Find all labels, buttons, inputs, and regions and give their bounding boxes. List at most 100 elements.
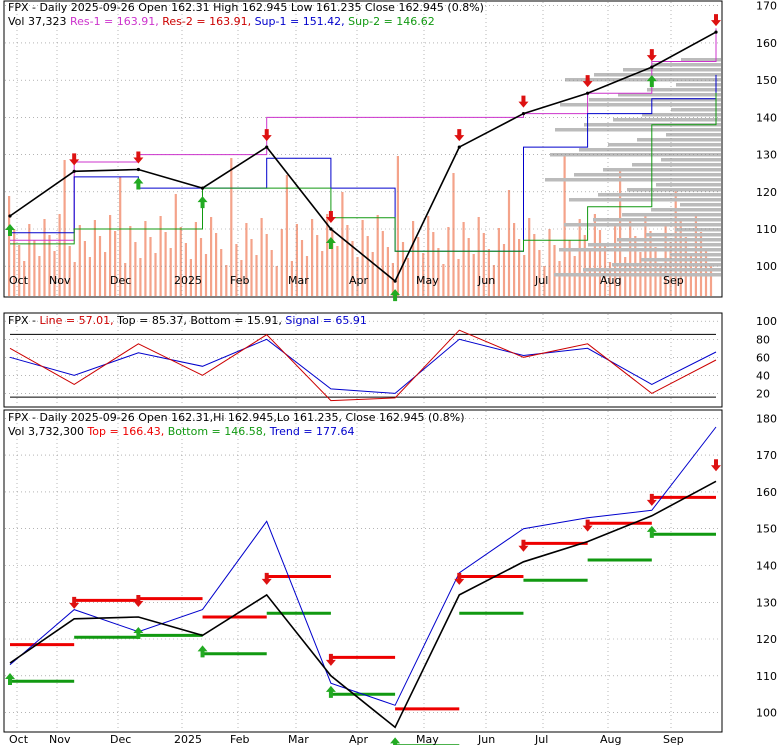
volume-bar-51 bbox=[265, 234, 268, 296]
volume-profile-bar-10 bbox=[671, 108, 721, 112]
price-header-line2: Vol 37,323 Res-1 = 163.91, Res-2 = 163.9… bbox=[8, 15, 435, 28]
volume-profile-bar-8 bbox=[589, 98, 721, 102]
trend-header-line1: FPX - Daily 2025-09-26 Open 162.31,Hi 16… bbox=[8, 411, 465, 424]
volume-profile-bar-36 bbox=[617, 238, 721, 242]
volume-bar-12 bbox=[68, 246, 71, 296]
volume-bar-86 bbox=[442, 264, 445, 296]
trend-y-tick-5: 130 bbox=[756, 596, 777, 609]
volume-profile-bar-23 bbox=[574, 173, 721, 177]
trend-y-tick-4: 140 bbox=[756, 560, 777, 573]
oscillator-line bbox=[9, 329, 717, 402]
trend-buy-arrow-1 bbox=[133, 626, 144, 639]
volume-bar-6 bbox=[38, 256, 41, 296]
volume-bar-105 bbox=[538, 250, 541, 296]
volume-bar-98 bbox=[502, 244, 506, 296]
oscillator-panel: 100 80 60 40 20 FPX - Line = 57.01, Top = 85… bbox=[3, 312, 777, 408]
trend-sell-arrow-0 bbox=[69, 596, 80, 609]
volume-profile-bar-4 bbox=[565, 78, 721, 82]
volume-profile-bar-19 bbox=[550, 153, 721, 157]
volume-bar-70 bbox=[361, 220, 364, 296]
trend-y-tick-0: 180 bbox=[756, 412, 777, 425]
volume-profile-bar-38 bbox=[559, 248, 721, 252]
volume-profile-bar-20 bbox=[661, 158, 721, 162]
volume-profile-bar-27 bbox=[598, 193, 721, 197]
volume-bar-75 bbox=[386, 247, 389, 296]
price-point-2 bbox=[136, 167, 140, 172]
volume-bar-68 bbox=[351, 241, 354, 296]
buy-arrow-4 bbox=[390, 289, 401, 302]
volume-profile-bar-33 bbox=[564, 223, 721, 227]
sell-arrow-3 bbox=[325, 211, 336, 224]
trend-sell-arrow-6 bbox=[582, 519, 593, 532]
volume-bar-21 bbox=[114, 231, 117, 296]
price-y-tick-6: 110 bbox=[756, 223, 777, 236]
buy-arrow-0 bbox=[5, 223, 15, 236]
oscillator-header-part-2: Top = 85.37, Bottom = 15.91, bbox=[114, 314, 282, 327]
volume-profile-bar-35 bbox=[646, 233, 721, 237]
trend-buy-arrow-3 bbox=[325, 685, 336, 698]
oscillator-header: FPX - Line = 57.01, Top = 85.37, Bottom … bbox=[8, 314, 367, 327]
price-y-tick-0: 170 bbox=[756, 0, 777, 13]
price-header-line2-part-3: Sup-1 = 151.42, bbox=[251, 15, 345, 28]
trend-x-label-0: Oct bbox=[9, 733, 29, 745]
volume-bar-26 bbox=[139, 258, 142, 296]
volume-bar-39 bbox=[204, 254, 208, 296]
volume-bar-5 bbox=[33, 240, 36, 296]
trend-y-tick-6: 120 bbox=[756, 633, 777, 646]
volume-profile-bar-15 bbox=[666, 133, 721, 137]
volume-bar-23 bbox=[124, 263, 127, 296]
volume-bar-16 bbox=[88, 257, 91, 296]
volume-bar-14 bbox=[78, 225, 81, 296]
oscillator-lines bbox=[9, 329, 717, 402]
volume-bar-31 bbox=[164, 232, 167, 296]
volume-bar-84 bbox=[432, 232, 435, 296]
price-x-label-0: Oct bbox=[9, 274, 29, 287]
volume-bar-2 bbox=[18, 245, 21, 296]
trend-y-tick-2: 160 bbox=[756, 486, 777, 499]
sell-arrow-4 bbox=[454, 129, 465, 142]
price-signal-arrows bbox=[5, 14, 721, 302]
volume-bar-109 bbox=[558, 261, 561, 296]
price-header-line2-part-4: Sup-2 = 146.62 bbox=[345, 15, 435, 28]
trend-line bbox=[9, 426, 717, 706]
volume-bar-40 bbox=[210, 217, 213, 296]
price-x-label-11: Sep bbox=[663, 274, 684, 287]
trend-header-line2-part-0: Vol 3,732,300 bbox=[8, 425, 84, 438]
volume-bar-50 bbox=[260, 218, 263, 296]
volume-bar-107 bbox=[548, 229, 551, 296]
sell-arrow-2 bbox=[261, 129, 272, 142]
trend-x-label-7: May bbox=[416, 733, 439, 745]
volume-profile-bar-31 bbox=[622, 213, 721, 217]
price-header-line2-part-2: Res-2 = 163.91, bbox=[159, 15, 251, 28]
volume-profile-bar-17 bbox=[608, 143, 721, 147]
volume-profile-bar-42 bbox=[583, 268, 721, 272]
price-header-line2-part-1: Res-1 = 163.91, bbox=[66, 15, 158, 28]
price-y-ticks: 170 160 150 140 130 120 110 100 bbox=[756, 0, 777, 273]
volume-bar-64 bbox=[331, 230, 334, 296]
price-point-7 bbox=[457, 145, 461, 149]
oscillator-y-tick-0: 100 bbox=[756, 315, 777, 328]
volume-bar-69 bbox=[356, 257, 359, 296]
oscillator-header-part-1: Line = 57.01, bbox=[39, 314, 113, 327]
trend-sell-arrow-8 bbox=[711, 459, 721, 472]
volume-bar-138 bbox=[704, 248, 708, 296]
trend-x-label-4: Feb bbox=[230, 733, 249, 745]
volume-profile-bar-43 bbox=[554, 273, 721, 277]
trend-header-line2-part-1: Top = 166.43, bbox=[84, 425, 164, 438]
price-x-label-4: Feb bbox=[230, 274, 249, 287]
volume-profile-bar-24 bbox=[545, 178, 721, 182]
trend-x-label-1: Nov bbox=[49, 733, 71, 745]
volume-profile-bar-37 bbox=[588, 243, 721, 247]
volume-bar-43 bbox=[225, 265, 228, 296]
trend-panel: 180 170 160 150 140 130 120 110 100 FPX - Daily … bbox=[3, 409, 777, 749]
volume-bar-59 bbox=[305, 256, 309, 296]
volume-bar-57 bbox=[295, 224, 298, 296]
oscillator-y-tick-1: 80 bbox=[756, 333, 770, 346]
price-y-tick-3: 140 bbox=[756, 111, 777, 124]
trend-x-tick-labels: Oct Nov Dec 2025 Feb Mar Apr May Jun Jul Aug Sep bbox=[9, 733, 684, 746]
price-close-line bbox=[9, 31, 717, 283]
volume-bar-45 bbox=[235, 244, 238, 296]
volume-bar-71 bbox=[366, 236, 369, 296]
price-point-10 bbox=[650, 65, 654, 69]
